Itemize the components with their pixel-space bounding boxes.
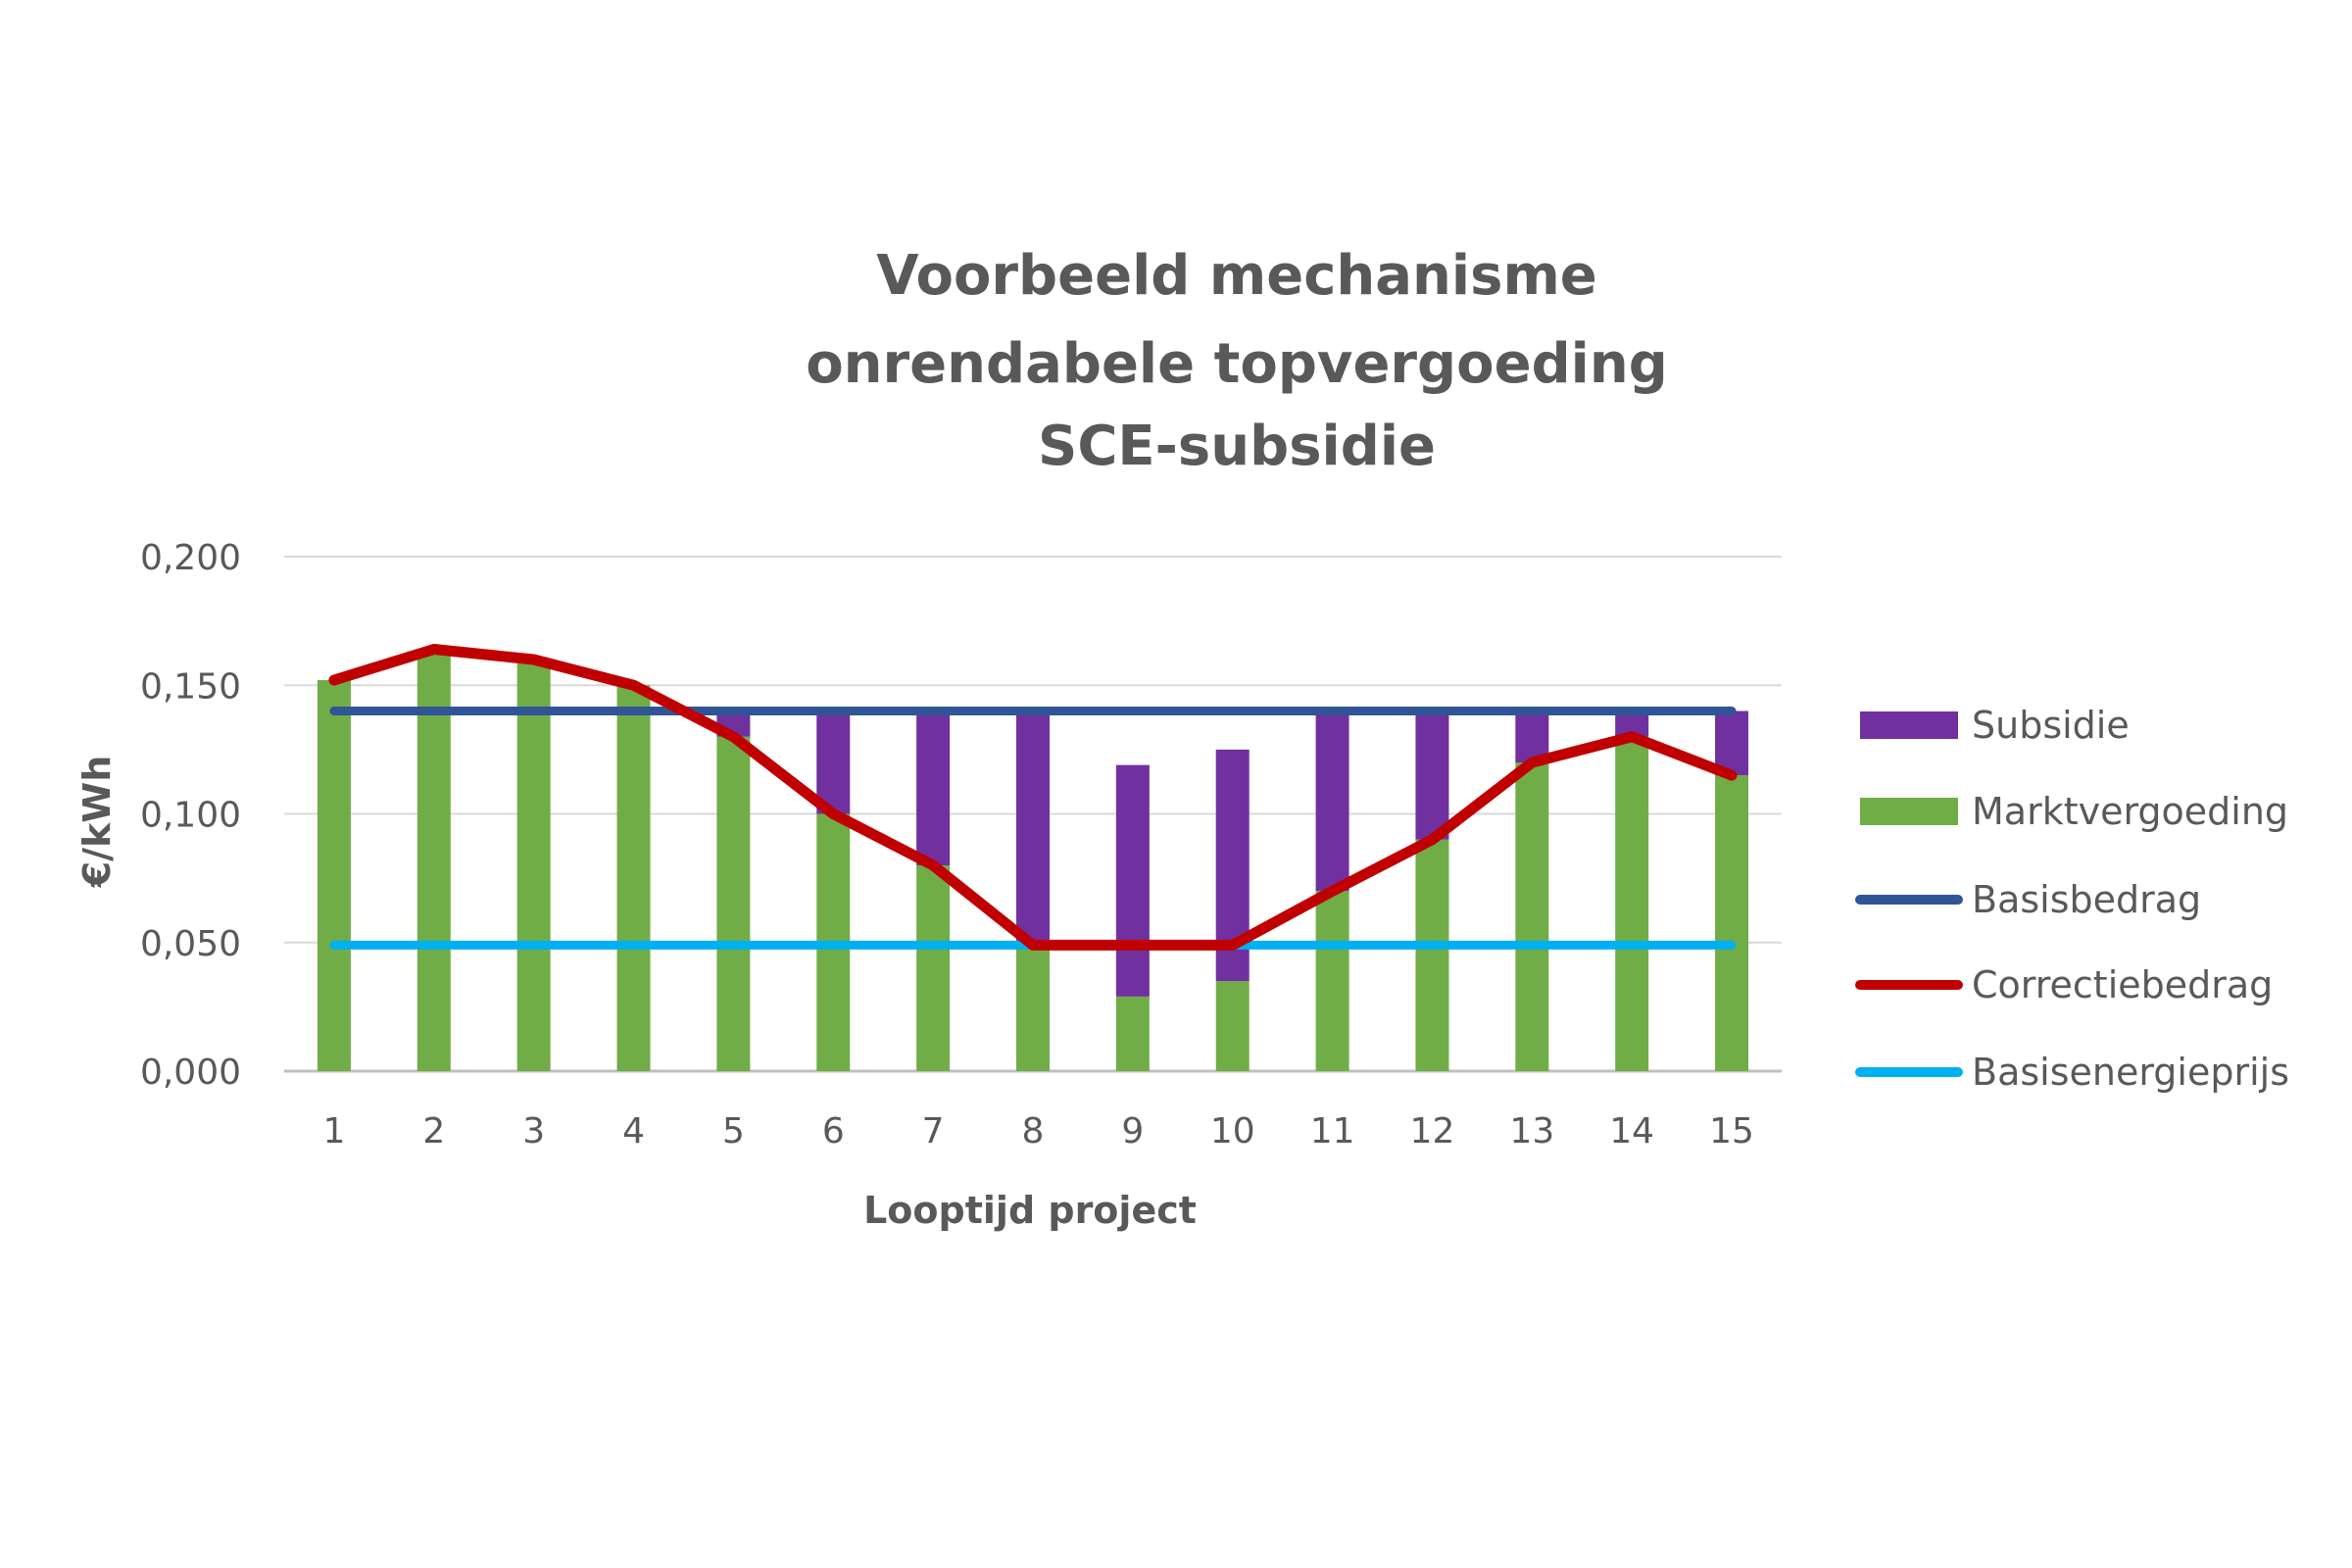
bars — [317, 652, 1749, 1071]
bar-marktvergoeding — [1515, 762, 1549, 1071]
bar-marktvergoeding — [1115, 996, 1150, 1071]
x-tick-label: 13 — [1509, 1111, 1554, 1152]
bar-subsidie — [816, 710, 851, 814]
bar-marktvergoeding — [1615, 736, 1649, 1071]
x-tick-label: 15 — [1709, 1111, 1754, 1152]
x-axis-title: Looptijd project — [863, 1189, 1197, 1232]
bar-subsidie — [1515, 710, 1549, 762]
y-tick-label: 0,000 — [140, 1053, 241, 1093]
chart-title-line-1: Voorbeeld mechanisme — [876, 244, 1597, 308]
legend-label: Marktvergoeding — [1972, 790, 2288, 833]
x-axis-ticks: 1 2 3 4 5 6 7 8 9 10 11 12 13 14 15 — [322, 1111, 1753, 1152]
x-tick-label: 4 — [622, 1111, 645, 1152]
x-tick-label: 7 — [922, 1111, 945, 1152]
x-tick-label: 1 — [322, 1111, 345, 1152]
bar-marktvergoeding — [416, 652, 451, 1071]
y-tick-label: 0,150 — [140, 666, 241, 707]
legend-label: Basisbedrag — [1972, 878, 2201, 921]
series-lines — [328, 644, 1738, 951]
bar-subsidie — [916, 710, 951, 865]
y-axis-ticks: 0,000 0,050 0,100 0,150 0,200 — [140, 538, 241, 1093]
bar-marktvergoeding — [916, 865, 951, 1071]
chart-title-line-3: SCE-subsidie — [1038, 415, 1436, 478]
legend-label: Subsidie — [1972, 704, 2130, 747]
bar-subsidie — [1315, 710, 1349, 892]
x-tick-label: 14 — [1609, 1111, 1654, 1152]
x-tick-label: 10 — [1210, 1111, 1255, 1152]
bar-marktvergoeding — [1415, 839, 1449, 1071]
y-tick-label: 0,050 — [140, 924, 241, 964]
x-tick-label: 2 — [422, 1111, 445, 1152]
bar-marktvergoeding — [1016, 942, 1050, 1071]
legend-label: Correctiebedrag — [1972, 963, 2273, 1006]
bar-marktvergoeding — [716, 736, 751, 1071]
bar-subsidie — [1415, 710, 1449, 840]
y-tick-label: 0,200 — [140, 538, 241, 578]
chart-title-line-2: onrendabele topvergoeding — [806, 332, 1668, 396]
bar-marktvergoeding — [317, 680, 351, 1071]
y-tick-label: 0,100 — [140, 796, 241, 836]
x-tick-label: 3 — [522, 1111, 545, 1152]
bar-subsidie — [1715, 710, 1749, 776]
bar-marktvergoeding — [1215, 981, 1250, 1071]
legend: Subsidie Marktvergoeding Basisbedrag Correc… — [1855, 704, 2289, 1094]
y-axis-title: €/kWh — [75, 756, 119, 889]
legend-swatch — [1860, 798, 1958, 825]
chart-title: Voorbeeld mechanisme onrendabele topvergo… — [806, 244, 1668, 478]
x-tick-label: 11 — [1310, 1111, 1355, 1152]
bar-marktvergoeding — [1315, 891, 1349, 1071]
x-tick-label: 6 — [822, 1111, 845, 1152]
line-correctiebedrag — [328, 644, 1738, 951]
x-tick-label: 12 — [1410, 1111, 1455, 1152]
x-tick-label: 8 — [1022, 1111, 1045, 1152]
bar-marktvergoeding — [1715, 775, 1749, 1071]
bar-subsidie — [1016, 710, 1050, 943]
bar-marktvergoeding — [516, 660, 551, 1071]
legend-swatch — [1860, 711, 1958, 739]
legend-label: Basisenergieprijs — [1972, 1051, 2289, 1094]
bar-marktvergoeding — [616, 685, 651, 1071]
bar-subsidie — [1115, 764, 1150, 997]
x-tick-label: 9 — [1121, 1111, 1144, 1152]
x-tick-label: 5 — [722, 1111, 745, 1152]
